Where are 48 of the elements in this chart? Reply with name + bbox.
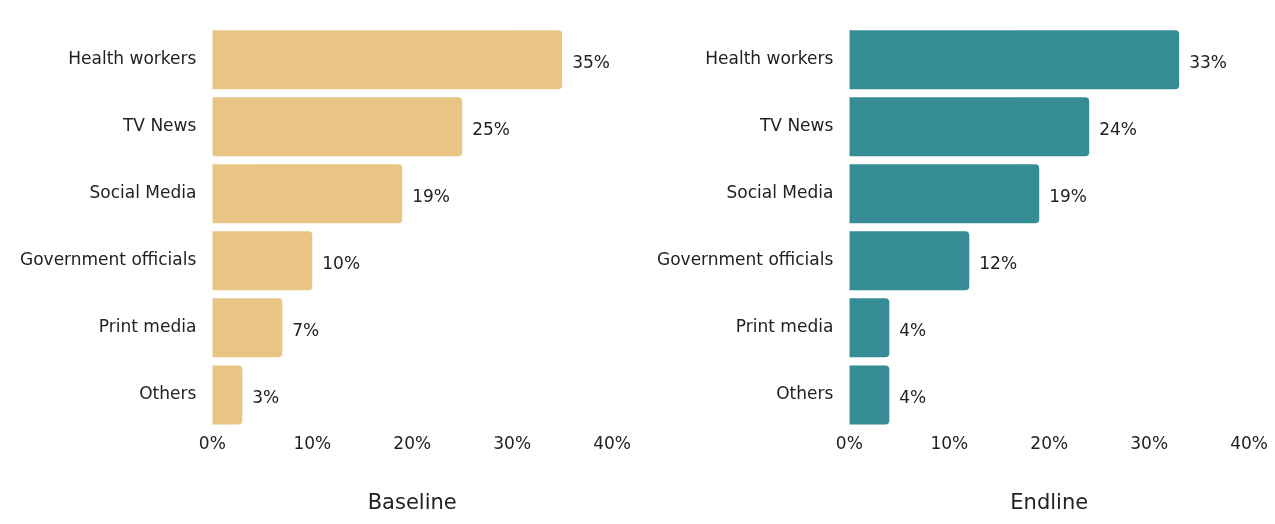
x-tick-label: 0% xyxy=(198,433,226,454)
bar xyxy=(849,231,970,291)
data-label: 24% xyxy=(1099,119,1137,140)
data-label: 4% xyxy=(899,320,927,341)
y-tick-label: TV News xyxy=(758,115,834,136)
x-tick-label: 30% xyxy=(493,433,532,454)
x-tick-label: 10% xyxy=(930,433,969,454)
y-tick-label: Others xyxy=(776,383,834,404)
bar xyxy=(849,365,890,425)
x-tick-label: 20% xyxy=(1030,433,1069,454)
bar xyxy=(212,365,243,425)
data-label: 25% xyxy=(472,119,510,140)
y-tick-label: Others xyxy=(139,383,197,404)
x-tick-label: 0% xyxy=(835,433,863,454)
x-axis-title: Endline xyxy=(1010,489,1089,514)
data-label: 19% xyxy=(412,186,451,207)
bar xyxy=(212,231,313,291)
y-tick-label: Health workers xyxy=(705,48,834,69)
y-tick-label: Social Media xyxy=(89,182,197,203)
x-axis-title: Baseline xyxy=(367,489,457,514)
bar xyxy=(849,164,1040,224)
y-tick-label: Government officials xyxy=(20,249,197,270)
x-tick-label: 10% xyxy=(293,433,332,454)
x-tick-label: 40% xyxy=(593,433,632,454)
data-label: 35% xyxy=(572,52,610,73)
y-tick-label: Print media xyxy=(98,316,197,337)
bar xyxy=(849,298,890,358)
y-tick-label: Print media xyxy=(735,316,834,337)
bar xyxy=(212,164,403,224)
data-label: 10% xyxy=(322,253,361,274)
bar xyxy=(849,30,1180,90)
bar xyxy=(212,30,563,90)
data-label: 4% xyxy=(899,387,927,408)
data-label: 12% xyxy=(979,253,1018,274)
x-tick-label: 20% xyxy=(393,433,432,454)
x-tick-label: 40% xyxy=(1230,433,1269,454)
y-tick-label: Health workers xyxy=(68,48,197,69)
y-tick-label: Government officials xyxy=(657,249,834,270)
bar xyxy=(849,97,1090,157)
y-tick-label: Social Media xyxy=(726,182,834,203)
y-tick-label: TV News xyxy=(121,115,197,136)
data-label: 3% xyxy=(252,387,280,408)
data-label: 7% xyxy=(292,320,320,341)
data-label: 19% xyxy=(1049,186,1088,207)
bar xyxy=(212,97,463,157)
x-tick-label: 30% xyxy=(1130,433,1169,454)
bar xyxy=(212,298,283,358)
data-label: 33% xyxy=(1189,52,1227,73)
